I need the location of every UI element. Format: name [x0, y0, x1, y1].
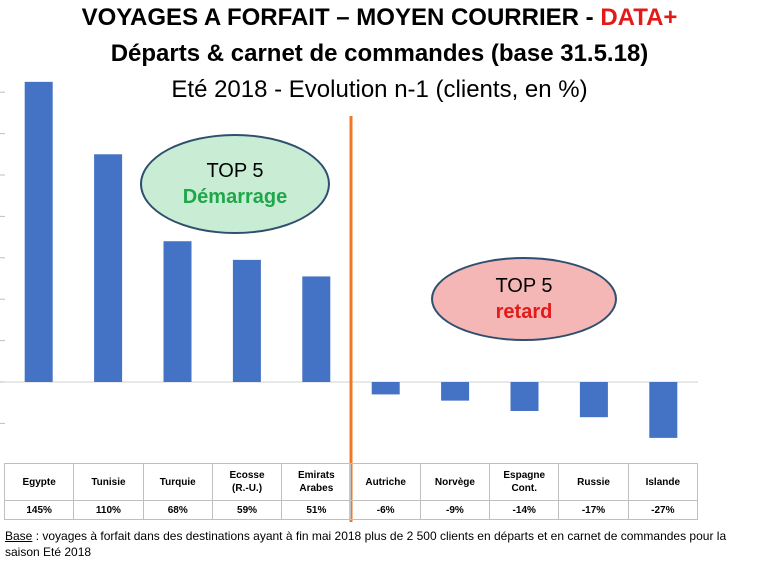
value-label: 59%: [211, 500, 283, 520]
category-label-part: Egypte: [22, 476, 56, 488]
title-text: VOYAGES A FORFAIT – MOYEN COURRIER -: [81, 4, 601, 31]
value-label: 51%: [281, 500, 352, 520]
chart-subtitle: Eté 2018 - Evolution n-1 (clients, en %): [171, 76, 588, 103]
category-label: Egypte: [3, 463, 75, 501]
category-label: Tunisie: [73, 463, 144, 501]
bar-espagne-cont: [510, 382, 539, 411]
category-label-part: Turquie: [159, 476, 196, 488]
bar-russie: [579, 382, 608, 418]
footnote-text: : voyages à forfait dans des destination…: [5, 529, 727, 559]
value-label: 110%: [73, 500, 144, 520]
bar-tunisie: [94, 154, 123, 382]
value-label: -6%: [350, 500, 421, 520]
value-label: -27%: [627, 500, 699, 520]
category-label: Autriche: [350, 463, 421, 501]
category-label-part: Cont.: [511, 483, 537, 494]
bar-ecosse-r-u: [232, 259, 261, 382]
top5-delay-callout: TOP 5 retard: [431, 257, 617, 341]
bar-turquie: [163, 241, 192, 382]
value-label: -17%: [558, 500, 629, 520]
category-label: Espagne Cont.: [489, 463, 560, 501]
category-label: Russie: [558, 463, 629, 501]
bar-emirats-arabes: [302, 276, 331, 382]
callout-bottom-line1: TOP 5: [495, 275, 553, 297]
data-table: Egypte Tunisie Turquie Ecosse (R.-U.) Emirats…: [3, 463, 699, 520]
category-label-part: Autriche: [365, 476, 406, 488]
value-label: -14%: [489, 500, 560, 520]
value-label: 145%: [3, 500, 75, 520]
value-label: -9%: [419, 500, 491, 520]
footnote: Base : voyages à forfait dans des destin…: [5, 528, 755, 560]
title-accent: DATA+: [600, 4, 678, 31]
chart-title-line1: VOYAGES A FORFAIT – MOYEN COURRIER - DAT…: [0, 4, 759, 32]
value-label: 68%: [142, 500, 213, 520]
category-label-part: Arabes: [299, 483, 334, 494]
category-label: Norvège: [419, 463, 491, 501]
callout-top-line1: TOP 5: [206, 160, 264, 182]
bar-autriche: [371, 382, 400, 395]
category-label-part: Islande: [645, 476, 681, 488]
callout-bottom-line2: retard: [495, 301, 553, 323]
category-label-part: Russie: [577, 476, 610, 488]
value-row: 145% 110% 68% 59% 51% -6% -9% -14% -17% -27%: [3, 500, 699, 520]
category-label-part: Norvège: [434, 476, 475, 488]
category-label: Emirats Arabes: [281, 463, 352, 501]
category-label-part: Ecosse: [229, 470, 265, 481]
bar-islande: [649, 382, 678, 438]
bar-egypte: [24, 81, 53, 382]
callout-top-line2: Démarrage: [182, 186, 288, 208]
chart-title-line2: Départs & carnet de commandes (base 31.5…: [110, 40, 649, 67]
category-label: Ecosse (R.-U.): [211, 463, 283, 501]
category-label-part: Tunisie: [91, 476, 126, 488]
category-row: Egypte Tunisie Turquie Ecosse (R.-U.) Emirats…: [3, 463, 699, 501]
category-label-part: Emirats: [297, 470, 335, 481]
top5-start-callout: TOP 5 Démarrage: [140, 134, 330, 234]
category-label-part: Espagne: [503, 470, 546, 481]
category-label: Islande: [627, 463, 699, 501]
bar-norv-ge: [441, 382, 470, 401]
category-label-part: (R.-U.): [232, 483, 263, 494]
footnote-label: Base: [5, 529, 33, 543]
category-label: Turquie: [142, 463, 213, 501]
